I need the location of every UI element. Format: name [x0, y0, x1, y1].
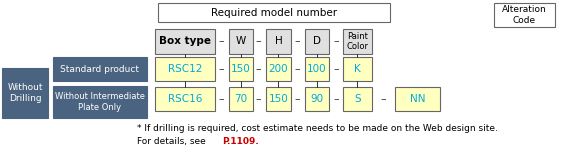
FancyBboxPatch shape: [305, 87, 329, 111]
Text: Without
Drilling: Without Drilling: [7, 83, 43, 103]
Text: Required model number: Required model number: [211, 8, 337, 18]
FancyBboxPatch shape: [395, 87, 440, 111]
Text: For details, see: For details, see: [137, 137, 209, 146]
Text: 200: 200: [269, 64, 288, 74]
Text: –: –: [218, 94, 224, 104]
Text: –: –: [218, 36, 224, 47]
Text: –: –: [333, 64, 339, 74]
Text: –: –: [255, 64, 261, 74]
Text: –: –: [294, 36, 300, 47]
Text: –: –: [333, 94, 339, 104]
Text: 100: 100: [307, 64, 327, 74]
FancyBboxPatch shape: [155, 57, 215, 81]
FancyBboxPatch shape: [266, 87, 291, 111]
Text: –: –: [218, 64, 224, 74]
Text: Paint
Color: Paint Color: [347, 32, 369, 51]
FancyBboxPatch shape: [343, 87, 372, 111]
Text: P.1109.: P.1109.: [222, 137, 259, 146]
Text: Box type: Box type: [159, 36, 211, 47]
FancyBboxPatch shape: [53, 86, 147, 118]
FancyBboxPatch shape: [494, 3, 555, 27]
FancyBboxPatch shape: [305, 29, 329, 54]
FancyBboxPatch shape: [266, 57, 291, 81]
Text: Standard product: Standard product: [61, 65, 140, 73]
Text: –: –: [333, 36, 339, 47]
Text: –: –: [380, 94, 386, 104]
Text: –: –: [255, 36, 261, 47]
Text: W: W: [236, 36, 246, 47]
FancyBboxPatch shape: [158, 3, 390, 22]
FancyBboxPatch shape: [343, 29, 372, 54]
Text: K: K: [354, 64, 361, 74]
Text: Alteration
Code: Alteration Code: [502, 5, 547, 25]
FancyBboxPatch shape: [343, 57, 372, 81]
Text: –: –: [294, 94, 300, 104]
FancyBboxPatch shape: [2, 68, 48, 118]
Text: S: S: [354, 94, 361, 104]
FancyBboxPatch shape: [155, 29, 215, 54]
Text: 150: 150: [269, 94, 288, 104]
Text: H: H: [275, 36, 282, 47]
Text: 90: 90: [310, 94, 324, 104]
Text: D: D: [313, 36, 321, 47]
Text: 150: 150: [231, 64, 251, 74]
FancyBboxPatch shape: [266, 29, 291, 54]
FancyBboxPatch shape: [229, 29, 253, 54]
FancyBboxPatch shape: [155, 87, 215, 111]
FancyBboxPatch shape: [53, 57, 147, 81]
FancyBboxPatch shape: [229, 57, 253, 81]
Text: NN: NN: [410, 94, 425, 104]
Text: RSC12: RSC12: [168, 64, 202, 74]
Text: 70: 70: [234, 94, 247, 104]
Text: –: –: [294, 64, 300, 74]
Text: –: –: [255, 94, 261, 104]
Text: Without Intermediate
Plate Only: Without Intermediate Plate Only: [55, 92, 145, 112]
FancyBboxPatch shape: [229, 87, 253, 111]
FancyBboxPatch shape: [305, 57, 329, 81]
Text: RSC16: RSC16: [168, 94, 202, 104]
Text: * If drilling is required, cost estimate needs to be made on the Web design site: * If drilling is required, cost estimate…: [137, 124, 498, 133]
